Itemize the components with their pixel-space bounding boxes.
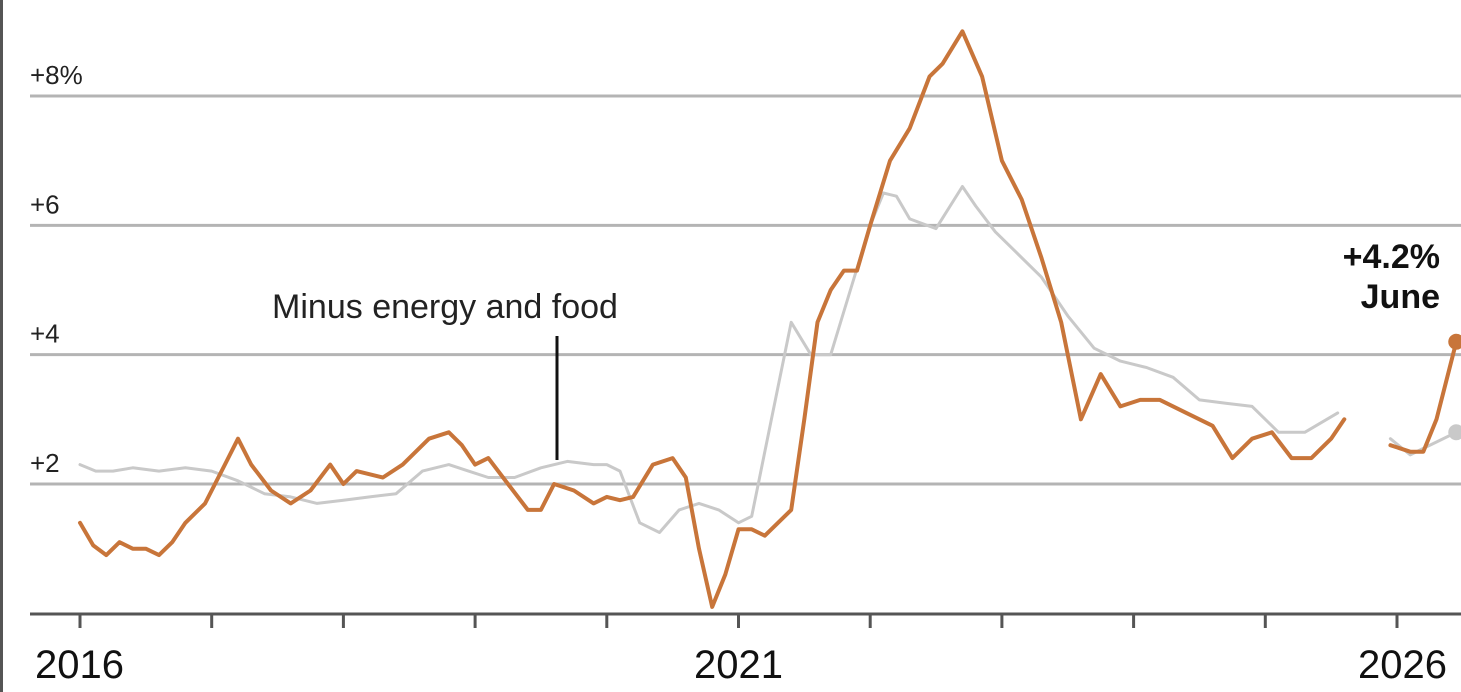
series-endpoint-0 bbox=[1448, 424, 1461, 441]
annotations: Minus energy and food bbox=[272, 288, 618, 460]
end-value-label: +4.2% bbox=[1343, 238, 1440, 276]
series-line-0-segment-0 bbox=[78, 185, 1340, 534]
y-tick-label: +8% bbox=[30, 60, 83, 90]
x-tick-label: 2021 bbox=[694, 643, 783, 687]
x-tick-label: 2016 bbox=[35, 643, 124, 687]
y-tick-label: +6 bbox=[30, 189, 60, 219]
series-endpoint-1 bbox=[1448, 333, 1461, 350]
series-line-1-segment-0 bbox=[78, 29, 1347, 609]
x-tick-label: 2026 bbox=[1358, 643, 1447, 687]
series-line-1-segment-1 bbox=[1388, 339, 1459, 454]
end-point-callout: +4.2% June bbox=[1343, 238, 1440, 316]
series-lines bbox=[78, 29, 1461, 609]
y-tick-label: +4 bbox=[30, 319, 60, 349]
y-axis-labels: +8% +6 +4 +2 bbox=[30, 60, 83, 478]
end-month-label: June bbox=[1361, 278, 1440, 316]
y-tick-label: +2 bbox=[30, 448, 60, 478]
annotation-label: Minus energy and food bbox=[272, 288, 618, 326]
gridlines bbox=[30, 94, 1461, 486]
x-axis: 2016 2021 2026 bbox=[30, 612, 1461, 687]
